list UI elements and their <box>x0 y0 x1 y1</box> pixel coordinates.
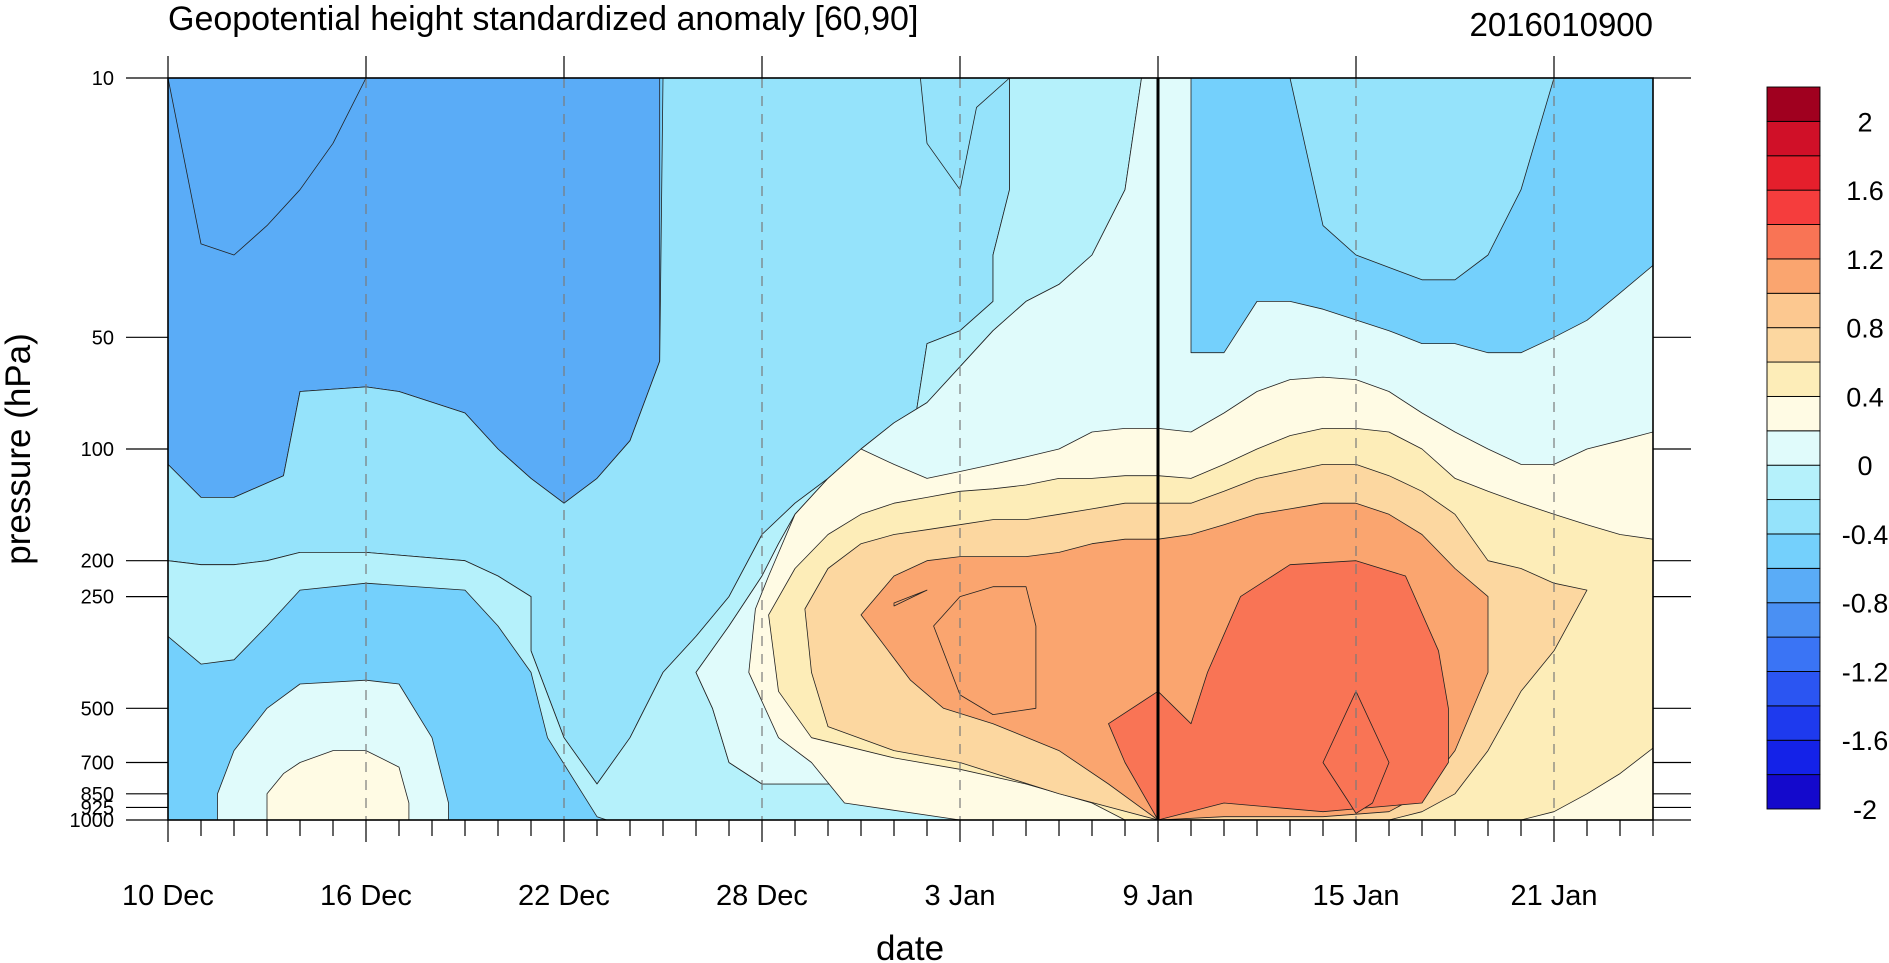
y-tick-label: 925 <box>81 797 114 819</box>
colorbar-swatch <box>1766 395 1821 432</box>
colorbar-swatch <box>1766 258 1821 294</box>
contour-region <box>893 589 928 607</box>
x-tick-label: 16 Dec <box>320 880 412 912</box>
colorbar-label: -0.8 <box>1842 589 1889 619</box>
colorbar-swatch <box>1766 739 1821 776</box>
colorbar-swatch <box>1766 499 1821 535</box>
y-tick-label: 500 <box>81 698 114 720</box>
colorbar-label: -2 <box>1853 795 1877 825</box>
x-tick-label: 9 Jan <box>1123 880 1194 912</box>
colorbar-swatch <box>1766 155 1821 191</box>
colorbar-swatch <box>1766 705 1821 741</box>
colorbar-label: 0.4 <box>1846 382 1884 412</box>
x-axis-label: date <box>876 929 944 963</box>
colorbar-swatch <box>1766 120 1821 157</box>
x-tick-label: 21 Jan <box>1510 880 1597 912</box>
colorbar-swatch <box>1766 602 1821 638</box>
colorbar-label: -0.4 <box>1842 520 1889 550</box>
y-tick-label: 200 <box>81 551 114 573</box>
colorbar-swatch <box>1766 533 1821 569</box>
date-stamp: 2016010900 <box>1469 6 1653 43</box>
x-tick-label: 10 Dec <box>122 880 214 912</box>
colorbar-swatch <box>1766 464 1821 501</box>
y-tick-label: 250 <box>81 587 114 609</box>
colorbar-label: 1.2 <box>1846 245 1884 275</box>
colorbar-label: 1.6 <box>1846 176 1884 206</box>
colorbar-swatch <box>1766 636 1821 672</box>
colorbar-label: -1.6 <box>1842 726 1889 756</box>
colorbar-swatch <box>1766 224 1821 260</box>
y-tick-label: 850 <box>81 784 114 806</box>
colorbar-label: 0 <box>1857 451 1872 481</box>
y-tick-label: 700 <box>81 753 114 775</box>
colorbar-label: 0.8 <box>1846 314 1884 344</box>
colorbar-swatch <box>1766 86 1821 122</box>
x-tick-label: 3 Jan <box>925 880 996 912</box>
y-tick-label: 50 <box>92 327 114 349</box>
y-tick-label: 1000 <box>70 810 115 832</box>
contour-region <box>266 750 410 821</box>
x-tick-label: 15 Jan <box>1312 880 1399 912</box>
colorbar-swatch <box>1766 671 1821 707</box>
x-axis: 10 Dec 16 Dec 22 Dec 28 Dec 3 Jan 9 Jan 15 Jan… <box>122 56 1654 912</box>
x-tick-label: 28 Dec <box>716 880 808 912</box>
colorbar-swatch <box>1766 189 1821 225</box>
y-tick-label: 10 <box>92 68 114 90</box>
colorbar-swatch <box>1766 430 1821 466</box>
plot-area: 10 Dec 16 Dec 22 Dec 28 Dec 3 Jan 9 Jan 15 Jan… <box>70 56 1691 912</box>
colorbar-label: 2 <box>1857 107 1872 137</box>
chart-title: Geopotential height standardized anomaly… <box>168 0 918 38</box>
colorbar-swatch <box>1766 292 1821 329</box>
y-tick-label: 100 <box>81 439 114 461</box>
colorbar-swatch <box>1766 361 1821 397</box>
colorbar-swatch <box>1766 567 1821 604</box>
y-axis-label: pressure (hPa) <box>0 333 38 564</box>
contour-region <box>933 586 1037 715</box>
colorbar-swatch <box>1766 774 1821 810</box>
colorbar-swatch <box>1766 327 1821 363</box>
colorbar: 2 1.6 1.2 0.8 0.4 0 -0.4 -0.8 -1.2 -1.6 -2 <box>1766 86 1889 825</box>
colorbar-label: -1.2 <box>1842 657 1889 687</box>
x-tick-label: 22 Dec <box>518 880 610 912</box>
contour-fills <box>167 77 1654 821</box>
contour-region <box>167 77 367 256</box>
